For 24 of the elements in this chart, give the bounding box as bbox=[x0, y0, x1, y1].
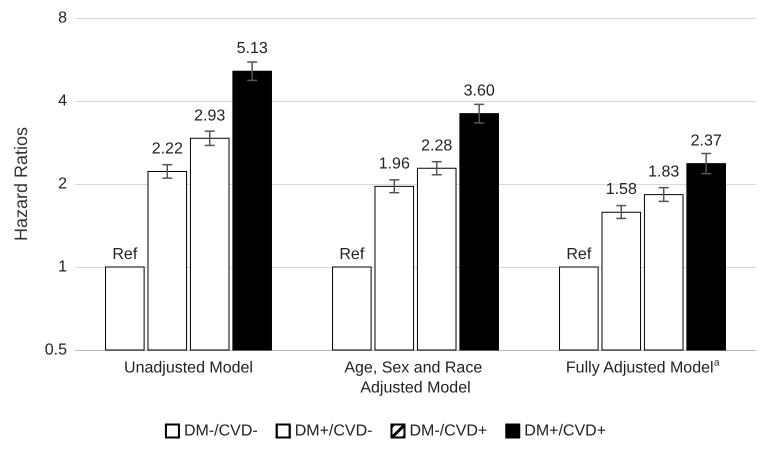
legend-label: DM+/CVD+ bbox=[524, 422, 606, 440]
legend-label: DM-/CVD- bbox=[184, 422, 258, 440]
y-tick-label: 1 bbox=[58, 258, 68, 276]
data-label: 2.93 bbox=[194, 107, 226, 124]
y-tick-label: 0.5 bbox=[44, 342, 68, 358]
data-label: 2.22 bbox=[152, 140, 183, 158]
data-label: 3.60 bbox=[464, 82, 495, 100]
data-label: 1.96 bbox=[378, 155, 410, 172]
data-label: 1.58 bbox=[606, 181, 637, 198]
y-tick-label: 8 bbox=[58, 10, 68, 26]
x-tick-label: Age, Sex and Race Adjusted Model bbox=[344, 360, 487, 396]
data-label: 1.83 bbox=[648, 164, 680, 181]
data-label: 2.28 bbox=[421, 137, 452, 154]
y-axis-title: Hazard Ratios bbox=[11, 126, 31, 242]
x-tick-label: Unadjusted Model bbox=[124, 360, 253, 376]
legend-label: DM-/CVD+ bbox=[409, 422, 488, 440]
y-tick-label: 4 bbox=[58, 92, 68, 110]
data-label: Ref bbox=[339, 246, 365, 263]
data-label: 5.13 bbox=[236, 40, 268, 58]
legend-label: DM+/CVD- bbox=[294, 422, 372, 440]
y-tick-label: 2 bbox=[58, 176, 68, 192]
data-label: 2.37 bbox=[690, 132, 722, 150]
data-label: Ref bbox=[566, 246, 592, 263]
data-label: Ref bbox=[112, 246, 138, 263]
